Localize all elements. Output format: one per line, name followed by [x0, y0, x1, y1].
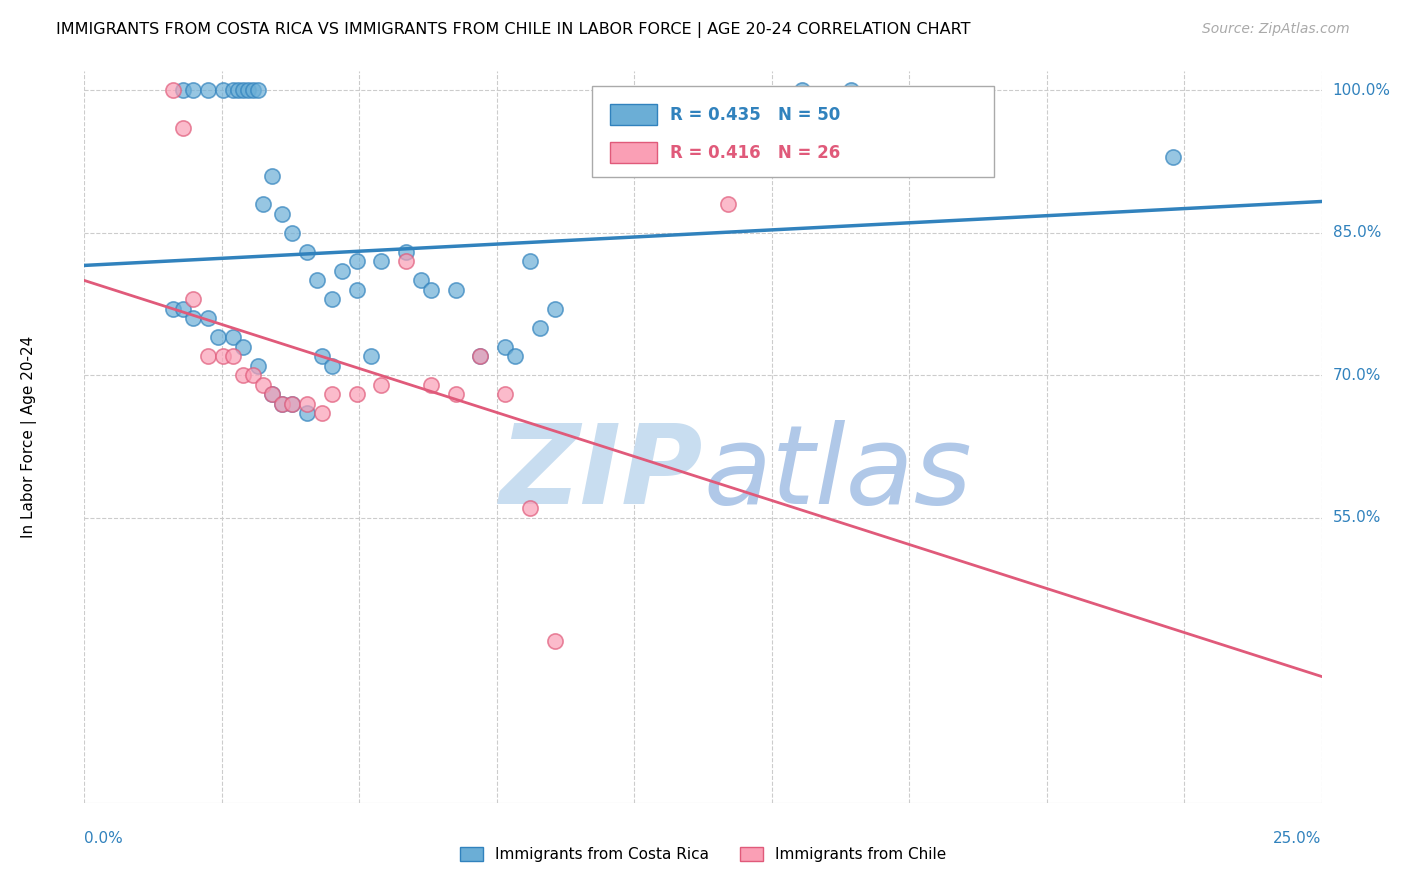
- Point: [281, 226, 304, 240]
- Point: [222, 330, 245, 344]
- Legend: Immigrants from Costa Rica, Immigrants from Chile: Immigrants from Costa Rica, Immigrants f…: [454, 841, 952, 868]
- Point: [226, 83, 249, 97]
- Point: [252, 197, 274, 211]
- Point: [281, 397, 304, 411]
- Point: [295, 406, 318, 420]
- Point: [271, 397, 294, 411]
- Point: [419, 283, 441, 297]
- Text: R = 0.416   N = 26: R = 0.416 N = 26: [669, 144, 839, 161]
- Point: [419, 377, 441, 392]
- Point: [311, 406, 333, 420]
- Point: [197, 311, 219, 326]
- Point: [212, 349, 235, 363]
- Point: [503, 349, 526, 363]
- Point: [519, 501, 541, 516]
- Point: [311, 349, 333, 363]
- Point: [444, 283, 467, 297]
- Point: [305, 273, 328, 287]
- Text: atlas: atlas: [703, 420, 972, 527]
- Point: [252, 377, 274, 392]
- Point: [444, 387, 467, 401]
- Point: [370, 377, 392, 392]
- Point: [262, 387, 284, 401]
- Bar: [610, 104, 657, 125]
- Point: [172, 121, 194, 136]
- Point: [321, 293, 343, 307]
- Point: [197, 349, 219, 363]
- Text: 25.0%: 25.0%: [1274, 831, 1322, 847]
- Point: [181, 293, 204, 307]
- Point: [790, 83, 813, 97]
- Point: [346, 387, 368, 401]
- Point: [232, 340, 254, 354]
- Point: [395, 244, 418, 259]
- Point: [236, 83, 259, 97]
- Point: [271, 207, 294, 221]
- Point: [295, 244, 318, 259]
- Point: [1161, 150, 1184, 164]
- Point: [232, 368, 254, 383]
- Point: [172, 301, 194, 316]
- Point: [271, 397, 294, 411]
- Point: [295, 397, 318, 411]
- Point: [360, 349, 382, 363]
- Text: ZIP: ZIP: [499, 420, 703, 527]
- Point: [321, 359, 343, 373]
- Point: [346, 283, 368, 297]
- Point: [543, 634, 565, 648]
- Point: [741, 159, 763, 173]
- Point: [470, 349, 492, 363]
- Point: [281, 397, 304, 411]
- Text: 85.0%: 85.0%: [1333, 226, 1381, 240]
- Text: 55.0%: 55.0%: [1333, 510, 1381, 525]
- Point: [212, 83, 235, 97]
- Point: [262, 387, 284, 401]
- Point: [841, 83, 863, 97]
- Point: [494, 387, 516, 401]
- Point: [494, 340, 516, 354]
- Text: 70.0%: 70.0%: [1333, 368, 1381, 383]
- Point: [162, 301, 184, 316]
- Point: [242, 368, 264, 383]
- Text: R = 0.435   N = 50: R = 0.435 N = 50: [669, 105, 839, 123]
- FancyBboxPatch shape: [592, 86, 994, 178]
- Text: In Labor Force | Age 20-24: In Labor Force | Age 20-24: [21, 336, 37, 538]
- Point: [222, 349, 245, 363]
- Point: [246, 359, 269, 373]
- Text: IMMIGRANTS FROM COSTA RICA VS IMMIGRANTS FROM CHILE IN LABOR FORCE | AGE 20-24 C: IMMIGRANTS FROM COSTA RICA VS IMMIGRANTS…: [56, 22, 970, 38]
- Text: 0.0%: 0.0%: [84, 831, 124, 847]
- Point: [346, 254, 368, 268]
- Text: 100.0%: 100.0%: [1333, 83, 1391, 98]
- Point: [262, 169, 284, 183]
- Point: [717, 197, 740, 211]
- Point: [242, 83, 264, 97]
- Point: [246, 83, 269, 97]
- Point: [197, 83, 219, 97]
- Point: [543, 301, 565, 316]
- Bar: [610, 143, 657, 162]
- Point: [470, 349, 492, 363]
- Point: [222, 83, 245, 97]
- Point: [232, 83, 254, 97]
- Text: Source: ZipAtlas.com: Source: ZipAtlas.com: [1202, 22, 1350, 37]
- Point: [370, 254, 392, 268]
- Point: [330, 264, 353, 278]
- Point: [321, 387, 343, 401]
- Point: [207, 330, 229, 344]
- Point: [181, 83, 204, 97]
- Point: [181, 311, 204, 326]
- Point: [162, 83, 184, 97]
- Point: [519, 254, 541, 268]
- Point: [409, 273, 432, 287]
- Point: [395, 254, 418, 268]
- Point: [529, 321, 551, 335]
- Point: [172, 83, 194, 97]
